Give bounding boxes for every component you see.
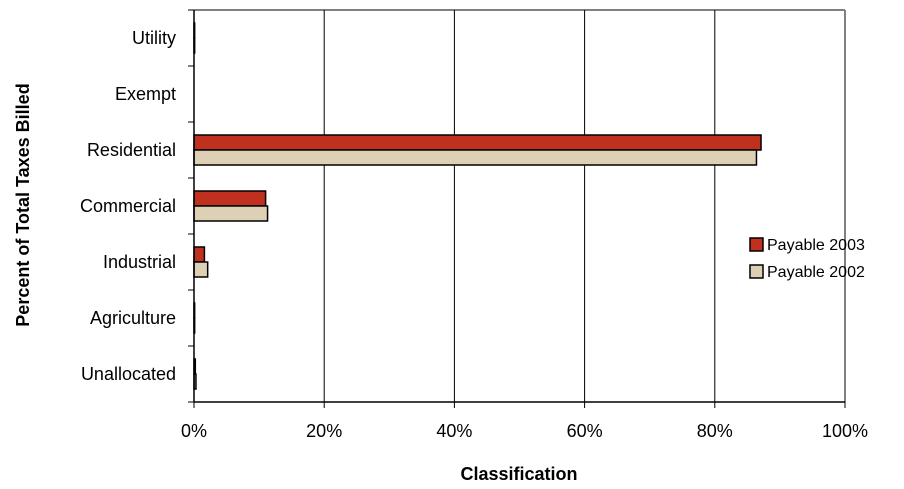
category-label: Unallocated	[81, 364, 176, 384]
category-label: Residential	[87, 140, 176, 160]
x-tick-label: 20%	[306, 421, 342, 441]
gridlines	[194, 9, 846, 402]
x-axis-title: Classification	[460, 464, 577, 484]
bar-0-4	[193, 246, 206, 263]
category-label: Industrial	[103, 252, 176, 272]
x-tick-label: 60%	[567, 421, 603, 441]
legend-swatch	[749, 237, 764, 252]
category-label: Utility	[132, 28, 176, 48]
bar-1-4	[193, 261, 209, 278]
legend-label: Payable 2003	[767, 237, 865, 254]
x-tick-label: 0%	[181, 421, 207, 441]
legend-label: Payable 2002	[767, 264, 865, 281]
bar-1-3	[193, 205, 269, 222]
bar-0-3	[193, 190, 267, 207]
bar-0-2	[193, 134, 762, 151]
x-tick-label: 100%	[822, 421, 868, 441]
bar-1-2	[193, 149, 758, 166]
category-label: Commercial	[80, 196, 176, 216]
axes	[188, 9, 846, 408]
legend-swatch	[749, 264, 764, 279]
legend: Payable 2003 Payable 2002	[749, 237, 865, 281]
category-label: Exempt	[115, 84, 176, 104]
x-tick-label: 80%	[697, 421, 733, 441]
x-tick-label: 40%	[436, 421, 472, 441]
category-label: Agriculture	[90, 308, 176, 328]
labels: 0% 20% 40% 60% 80% 100% Utility Exempt Residenti…	[80, 28, 868, 441]
y-axis-title: Percent of Total Taxes Billed	[13, 83, 33, 326]
bars	[193, 22, 762, 390]
